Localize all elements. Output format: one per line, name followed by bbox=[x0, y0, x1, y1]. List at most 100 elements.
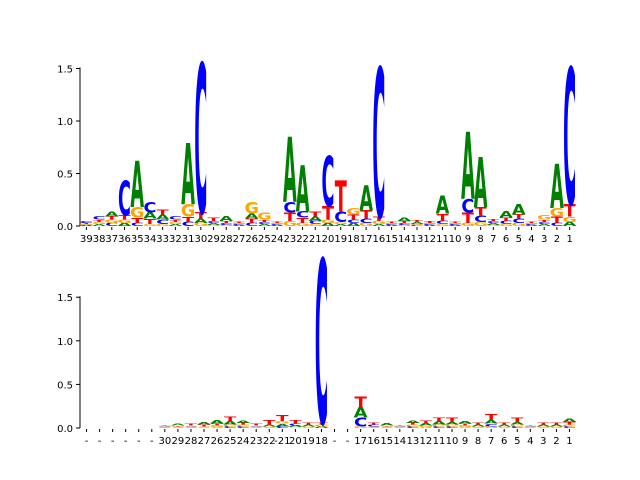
logo-letter-c: C bbox=[283, 199, 296, 216]
x-tick-label: 35 bbox=[131, 234, 144, 245]
logo-letter-g: G bbox=[181, 202, 195, 222]
x-tick-label: 29 bbox=[172, 436, 185, 447]
logo-letter-g: G bbox=[366, 426, 381, 427]
logo-letter-t: T bbox=[381, 425, 394, 426]
logo-letter-a: A bbox=[249, 427, 263, 428]
logo-letter-a: A bbox=[223, 421, 238, 426]
logo-letter-t: T bbox=[284, 210, 297, 224]
logo-letter-a: A bbox=[80, 225, 94, 227]
logo-letter-c: C bbox=[276, 426, 289, 429]
logo-letter-a: A bbox=[156, 213, 170, 222]
logo-letter-c: C bbox=[223, 426, 236, 429]
logo-letter-t: T bbox=[185, 423, 198, 426]
logo-letter-c: C bbox=[563, 426, 576, 429]
logo-letter-c: C bbox=[334, 208, 347, 225]
logo-letter-c: C bbox=[131, 222, 144, 227]
logo-letter-c: C bbox=[411, 225, 424, 227]
logo-letter-g: G bbox=[157, 425, 172, 426]
logo-letter-t: T bbox=[309, 210, 322, 219]
logo-letter-a: A bbox=[474, 143, 488, 224]
x-tick-label: 19 bbox=[302, 436, 315, 447]
x-tick-label: 17 bbox=[360, 234, 373, 245]
logo-letter-g: G bbox=[194, 222, 208, 227]
logo-letter-c: C bbox=[220, 222, 233, 225]
logo-letter-t: T bbox=[525, 221, 538, 223]
logo-letter-a: A bbox=[210, 420, 225, 425]
logo-letter-a: A bbox=[385, 225, 399, 227]
logo-letter-c: C bbox=[563, 32, 576, 249]
logo-letter-a: A bbox=[296, 153, 310, 227]
logo-letter-t: T bbox=[169, 219, 182, 222]
logo-letter-g: G bbox=[392, 425, 407, 426]
logo-letter-t: T bbox=[551, 215, 564, 225]
logo-letter-g: G bbox=[372, 220, 386, 225]
x-tick-label: 37 bbox=[105, 234, 118, 245]
logo-letter-t: T bbox=[462, 209, 474, 226]
logo-letter-g: G bbox=[262, 426, 277, 427]
logo-letter-g: G bbox=[461, 222, 475, 227]
logo-letter-c: C bbox=[237, 426, 250, 429]
logo-letter-g: G bbox=[249, 425, 264, 426]
logo-letter-t: T bbox=[258, 219, 271, 222]
logo-letter-t: T bbox=[475, 205, 488, 219]
x-tick-label: 14 bbox=[393, 436, 406, 447]
logo-letter-c: C bbox=[263, 427, 276, 428]
logo-letter-a: A bbox=[258, 223, 272, 226]
x-tick-label: 22 bbox=[263, 436, 276, 447]
logo-letter-c: C bbox=[289, 423, 302, 426]
logo-letter-g: G bbox=[359, 222, 373, 227]
logo-letter-c: C bbox=[207, 220, 220, 223]
logo-letter-g: G bbox=[333, 221, 348, 224]
x-tick-label: 39 bbox=[80, 234, 93, 245]
logo-letter-c: C bbox=[511, 426, 524, 429]
x-tick-label: 13 bbox=[406, 436, 419, 447]
logo-letter-a: A bbox=[283, 120, 297, 224]
logo-letter-g: G bbox=[270, 223, 284, 225]
logo-letter-g: G bbox=[458, 425, 473, 428]
logo-letter-a: A bbox=[497, 424, 511, 427]
logo-letter-g: G bbox=[232, 223, 246, 225]
x-tick-label: - bbox=[333, 436, 337, 447]
logo-letter-a: A bbox=[347, 222, 361, 227]
logo-letter-g: G bbox=[435, 223, 450, 226]
logo-letter-c: C bbox=[271, 224, 284, 226]
x-tick-label: - bbox=[137, 436, 141, 447]
logo-letter-g: G bbox=[410, 224, 424, 226]
logo-letter-t: T bbox=[500, 217, 512, 222]
logo-letter-a: A bbox=[448, 225, 462, 227]
logo-letter-t: T bbox=[276, 414, 289, 423]
logo-letter-t: T bbox=[485, 413, 498, 422]
logo-letter-c: C bbox=[80, 220, 93, 223]
x-tick-label: 1 bbox=[566, 234, 572, 245]
logo-letter-g: G bbox=[117, 219, 131, 224]
logo-letter-t: T bbox=[182, 215, 195, 224]
logo-letter-t: T bbox=[424, 220, 437, 223]
logo-letter-a: A bbox=[207, 222, 221, 225]
y-tick-label: 0.0 bbox=[57, 424, 73, 435]
logo-letter-a: A bbox=[537, 223, 551, 226]
logo-letter-t: T bbox=[394, 424, 407, 425]
logo-letter-t: T bbox=[538, 219, 551, 222]
logo-letter-c: C bbox=[171, 427, 184, 428]
logo-letter-a: A bbox=[471, 424, 485, 427]
x-tick-label: - bbox=[346, 436, 350, 447]
x-tick-label: 7 bbox=[488, 436, 494, 447]
logo-letter-a: A bbox=[321, 222, 335, 227]
x-tick-label: 1 bbox=[566, 436, 572, 447]
logo-letter-c: C bbox=[169, 216, 182, 221]
logo-letter-a: A bbox=[410, 221, 424, 224]
logo-letter-c: C bbox=[524, 426, 537, 427]
x-tick-label: 34 bbox=[144, 234, 157, 245]
logo-letter-g: G bbox=[523, 425, 538, 426]
logo-letter-a: A bbox=[194, 218, 209, 225]
logo-letter-a: A bbox=[334, 223, 348, 226]
x-tick-label: 31 bbox=[182, 234, 195, 245]
x-tick-label: 3 bbox=[541, 234, 547, 245]
logo-letter-c: C bbox=[105, 222, 118, 227]
logo-letter-g: G bbox=[210, 425, 225, 428]
logo-letter-g: G bbox=[184, 425, 199, 426]
x-tick-label: 30 bbox=[194, 234, 207, 245]
x-tick-label: 33 bbox=[156, 234, 169, 245]
logo-letter-g: G bbox=[473, 221, 487, 228]
logo-letter-a: A bbox=[436, 192, 450, 221]
